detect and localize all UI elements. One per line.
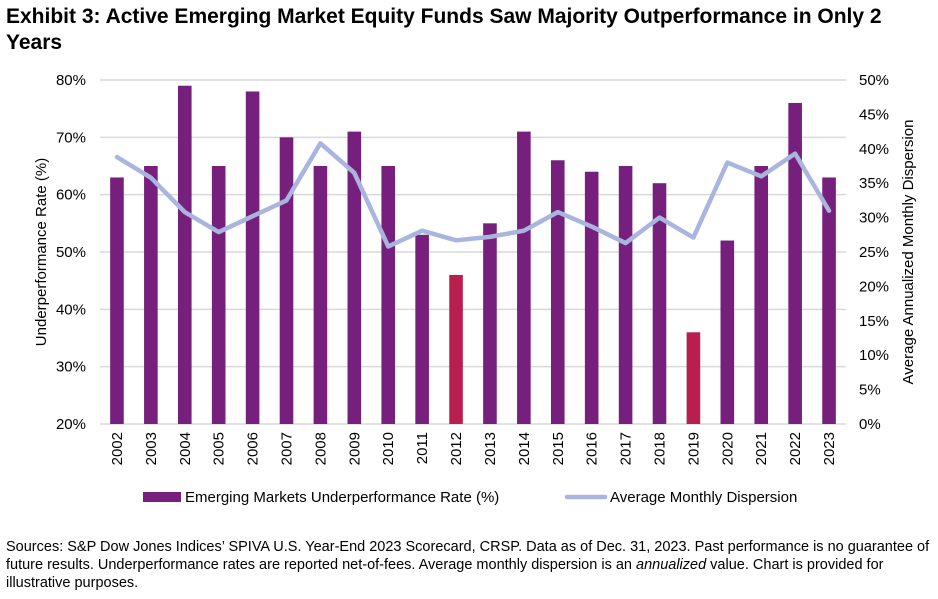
right-tick-label: 25% xyxy=(859,244,889,261)
bar-2004 xyxy=(177,85,192,424)
source-italic: annualized xyxy=(636,557,707,573)
bar-2020 xyxy=(720,240,735,424)
bar-2018 xyxy=(652,183,667,424)
bar-2009 xyxy=(347,131,362,424)
x-tick-label: 2006 xyxy=(245,432,262,465)
x-tick-label: 2020 xyxy=(719,432,736,465)
bar-2005 xyxy=(211,166,226,424)
x-tick-label: 2019 xyxy=(685,432,702,465)
left-tick-label: 70% xyxy=(56,129,86,146)
bar-2021 xyxy=(754,166,769,424)
x-tick-label: 2012 xyxy=(448,432,465,465)
x-tick-label: 2023 xyxy=(821,432,838,465)
x-tick-label: 2017 xyxy=(618,432,635,465)
bar-2014 xyxy=(517,131,531,424)
bar-2022 xyxy=(788,102,802,424)
right-tick-label: 30% xyxy=(859,210,889,227)
left-tick-label: 20% xyxy=(56,416,86,433)
right-tick-label: 40% xyxy=(859,141,889,158)
legend-bar-swatch xyxy=(143,492,181,502)
x-tick-label: 2009 xyxy=(346,432,363,465)
x-tick-label: 2003 xyxy=(143,432,160,465)
y-right-axis-title: Average Annualized Monthly Dispersion xyxy=(900,120,917,385)
bar-2017 xyxy=(618,166,633,424)
right-tick-label: 45% xyxy=(859,106,889,123)
x-tick-label: 2008 xyxy=(312,432,329,465)
right-tick-label: 15% xyxy=(859,313,889,330)
left-tick-label: 30% xyxy=(56,359,86,376)
x-tick-label: 2004 xyxy=(177,432,194,465)
chart-title: Exhibit 3: Active Emerging Market Equity… xyxy=(6,5,882,54)
source-text-end: value. Chart is provided for illustrativ… xyxy=(6,557,884,591)
source-note: Sources: S&P Dow Jones Indices’ SPIVA U.… xyxy=(6,538,936,592)
right-tick-label: 35% xyxy=(859,175,889,192)
right-tick-label: 20% xyxy=(859,278,889,295)
dispersion-line xyxy=(114,141,832,249)
x-tick-label: 2014 xyxy=(516,432,533,465)
x-tick-label: 2010 xyxy=(380,432,397,465)
x-tick-label: 2002 xyxy=(109,432,126,465)
y-left-axis-title: Underperformance Rate (%) xyxy=(33,158,50,346)
right-tick-label: 5% xyxy=(859,382,881,399)
bar-2011 xyxy=(415,234,429,424)
bar-2019 xyxy=(686,332,701,424)
left-tick-label: 60% xyxy=(56,187,86,204)
x-tick-label: 2005 xyxy=(211,432,228,465)
left-tick-label: 80% xyxy=(56,72,86,89)
bar-2002 xyxy=(110,177,124,424)
bar-2003 xyxy=(144,166,158,424)
bar-2006 xyxy=(245,91,260,424)
bar-2015 xyxy=(550,160,565,424)
right-tick-label: 50% xyxy=(859,72,889,89)
x-tick-label: 2016 xyxy=(584,432,601,465)
legend-line-label: Average Monthly Dispersion xyxy=(610,489,797,506)
legend-bar-label: Emerging Markets Underperformance Rate (… xyxy=(185,489,499,506)
bar-2013 xyxy=(483,223,497,424)
x-tick-label: 2022 xyxy=(787,432,804,465)
left-tick-label: 40% xyxy=(56,301,86,318)
bar-2008 xyxy=(313,166,328,424)
right-tick-label: 0% xyxy=(859,416,881,433)
bar-2016 xyxy=(584,171,599,424)
x-tick-label: 2018 xyxy=(652,432,669,465)
left-tick-label: 50% xyxy=(56,244,86,261)
bar-2010 xyxy=(381,166,396,424)
x-tick-label: 2013 xyxy=(482,432,499,465)
x-tick-label: 2011 xyxy=(414,432,431,464)
bar-2007 xyxy=(279,137,294,425)
x-tick-label: 2015 xyxy=(550,432,567,465)
bar-2023 xyxy=(822,177,836,424)
source-text: Sources: S&P Dow Jones Indices’ SPIVA U.… xyxy=(6,539,930,573)
x-tick-label: 2007 xyxy=(279,432,296,465)
right-tick-label: 10% xyxy=(859,347,889,364)
bar-2012 xyxy=(449,274,463,424)
x-tick-label: 2021 xyxy=(753,432,770,465)
